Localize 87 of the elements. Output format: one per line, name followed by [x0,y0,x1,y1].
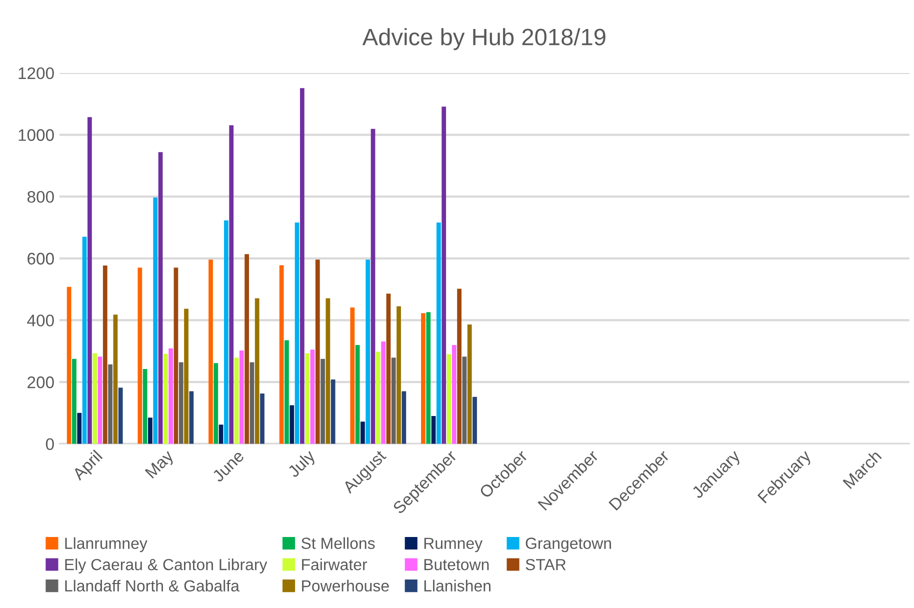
bar [260,393,264,444]
y-tick-label: 200 [28,376,54,388]
bar [118,388,123,444]
bar [239,350,244,444]
bar [92,353,98,444]
bar [153,198,158,444]
x-tick-label: July [286,448,318,480]
bar [360,422,365,444]
bar [189,391,194,444]
bar [355,344,360,444]
bar [108,364,112,444]
bar [421,313,426,444]
bar [376,352,380,444]
bar [330,380,336,444]
bar [457,288,462,444]
bar [77,412,82,444]
legend-label: St Mellons [301,537,375,549]
bar [436,222,441,444]
bar [113,314,118,444]
bar [462,356,467,444]
legend-label: Llandaff North & Gabalfa [65,580,240,592]
bar [402,391,406,444]
bar [87,117,92,444]
bar [310,350,315,444]
bar [442,106,446,444]
bar [178,362,184,444]
bar [158,152,163,444]
bar [98,356,102,444]
bar [431,416,436,444]
bar [184,308,188,444]
bar [142,369,148,444]
bar [381,342,386,444]
bar [148,418,152,444]
bar [452,344,456,444]
bar [244,254,249,444]
bar [396,306,401,444]
y-tick-label: 1000 [18,129,54,141]
bar [426,312,431,444]
bar [218,424,224,444]
legend-label: Butetown [424,559,489,570]
bar [284,340,289,444]
bar [446,354,452,444]
legend-label: Rumney [424,538,483,552]
x-tick-label: May [144,449,177,481]
bar [224,220,228,444]
bar [82,236,87,444]
legend-label: Fairwater [302,558,368,570]
bar [208,260,213,444]
bar [315,260,320,444]
bar [350,308,355,444]
bar [163,354,168,444]
bar [300,88,304,444]
chart-title: Advice by Hub 2018/19 [362,28,606,50]
legend-label: Llanrumney [65,537,148,552]
legend-label: Llanishen [424,580,490,592]
bar [250,362,254,444]
bar [174,268,178,444]
bar [254,298,260,444]
bar [290,405,294,444]
bar [66,286,72,444]
bar [370,128,376,444]
bar [102,266,108,444]
bar [229,125,234,444]
y-tick-label: 400 [27,314,54,326]
y-tick-label: 600 [28,252,54,265]
bar [234,358,239,444]
bar [72,358,76,444]
bar [305,353,310,444]
legend-label: Powerhouse [302,580,389,592]
legend-label: Grangetown [526,538,611,552]
bar [366,260,370,444]
y-tick-label: 0 [46,438,54,450]
legend-label: STAR [526,558,566,570]
y-tick-label: 800 [27,190,54,203]
bar [472,396,477,444]
legend-label: Ely Caerau & Canton Library [65,558,268,574]
bar [320,358,325,444]
bar [386,294,391,444]
bar [168,348,174,444]
bar [214,363,218,444]
bar [279,265,284,444]
bar [391,358,396,444]
bar [294,222,300,444]
bar [467,324,472,444]
y-tick-label: 1200 [18,67,54,80]
bar [326,298,330,444]
bar [138,268,142,444]
